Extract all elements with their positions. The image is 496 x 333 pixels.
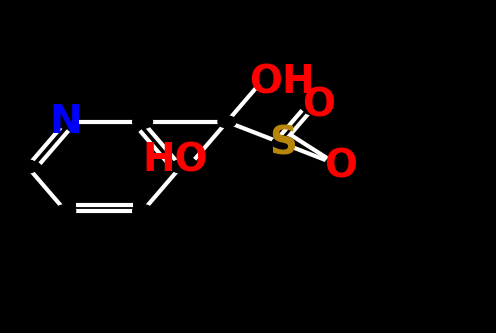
- Text: N: N: [50, 103, 82, 141]
- Circle shape: [133, 204, 152, 218]
- Circle shape: [133, 115, 152, 129]
- Circle shape: [325, 158, 343, 169]
- Circle shape: [171, 160, 191, 173]
- Circle shape: [304, 103, 321, 115]
- Circle shape: [56, 204, 75, 218]
- Circle shape: [17, 160, 37, 173]
- Text: HO: HO: [142, 142, 208, 180]
- Text: OH: OH: [248, 64, 314, 102]
- Text: O: O: [324, 148, 357, 186]
- Circle shape: [218, 116, 236, 128]
- Circle shape: [56, 115, 75, 129]
- Text: S: S: [269, 125, 297, 163]
- Circle shape: [272, 136, 294, 151]
- Text: O: O: [302, 87, 335, 125]
